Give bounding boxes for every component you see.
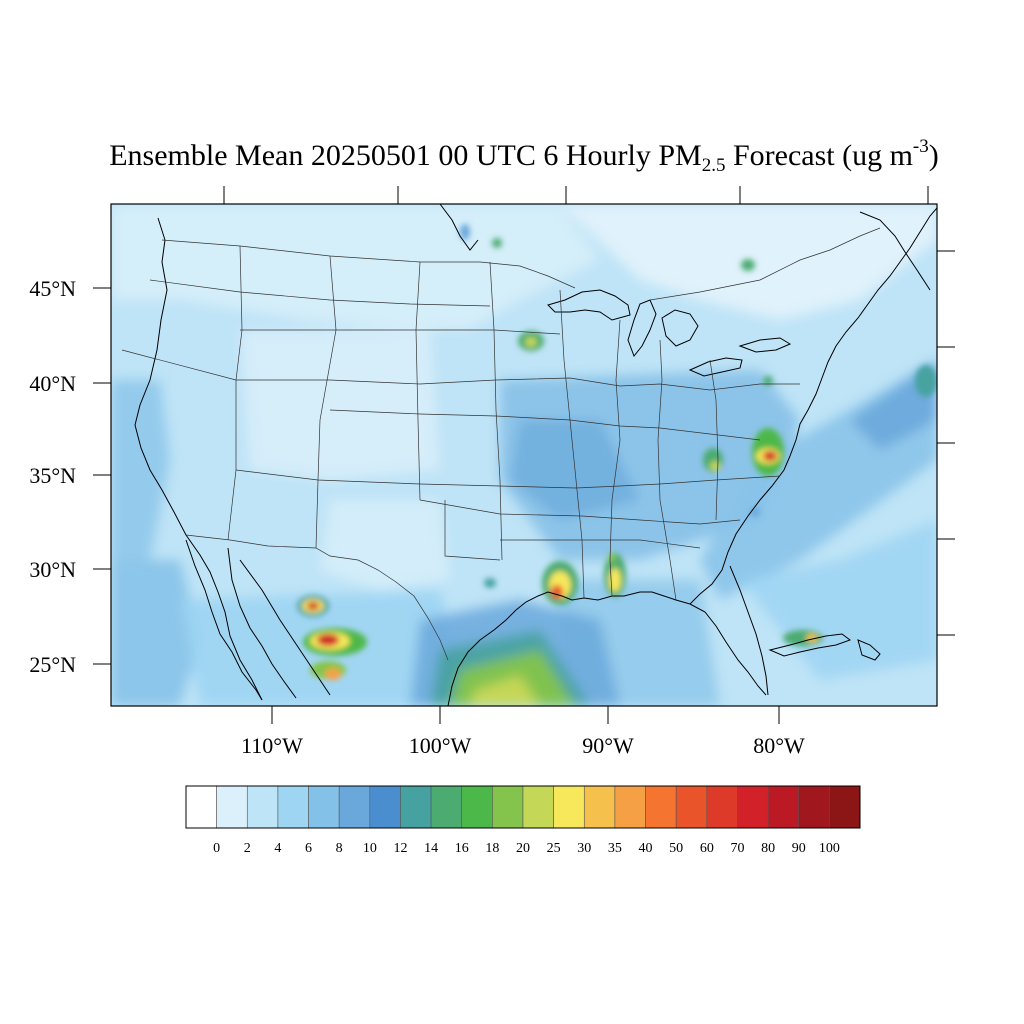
lon-label-110: 110°W	[241, 733, 303, 758]
longitude-labels: 110°W 100°W 90°W 80°W	[241, 733, 805, 758]
colorbar-tick-label: 40	[639, 841, 653, 856]
concentration-field	[111, 204, 937, 706]
colorbar-frame	[185, 785, 861, 829]
lat-label-40: 40°N	[29, 371, 76, 396]
colorbar-swatch	[675, 785, 708, 829]
colorbar	[185, 785, 861, 829]
colorbar-tick-label: 35	[608, 841, 622, 856]
lat-label-35: 35°N	[29, 463, 76, 488]
colorbar-swatch	[767, 785, 800, 829]
colorbar-swatch	[216, 785, 248, 829]
lon-label-100: 100°W	[409, 733, 472, 758]
bottom-ticks	[271, 706, 780, 724]
colorbar-swatch	[553, 785, 585, 829]
lon-label-90: 90°W	[582, 733, 634, 758]
map-frame	[110, 203, 938, 707]
latitude-labels: 45°N 40°N 35°N 30°N 25°N	[29, 276, 76, 677]
colorbar-swatch	[369, 785, 401, 829]
colorbar-swatch	[246, 785, 279, 829]
colorbar-swatch	[798, 785, 830, 829]
colorbar-swatch	[461, 785, 493, 829]
colorbar-tick-label: 4	[274, 841, 281, 856]
colorbar-tick-label: 25	[547, 841, 561, 856]
colorbar-tick-label: 16	[455, 841, 469, 856]
lat-label-45: 45°N	[29, 276, 76, 301]
colorbar-swatch	[492, 785, 524, 829]
top-ticks	[223, 186, 929, 204]
colorbar-tick-label: 2	[244, 841, 251, 856]
hotspots	[297, 224, 937, 680]
colorbar-tick-label: 70	[730, 841, 744, 856]
colorbar-swatch	[338, 785, 371, 829]
colorbar-swatch	[430, 785, 463, 829]
colorbar-swatch	[308, 785, 340, 829]
colorbar-tick-label: 80	[761, 841, 775, 856]
colorbar-tick-label: 6	[305, 841, 312, 856]
colorbar-tick-label: 10	[363, 841, 377, 856]
map-title: Ensemble Mean 20250501 00 UTC 6 Hourly P…	[109, 136, 939, 176]
colorbar-tick-label: 12	[393, 841, 407, 856]
colorbar-swatch	[400, 785, 432, 829]
colorbar-swatch	[185, 785, 217, 829]
colorbar-tick-label: 60	[700, 841, 714, 856]
map-plot-area	[111, 204, 937, 706]
colorbar-tick-label: 0	[213, 841, 220, 856]
colorbar-swatch	[583, 785, 616, 829]
colorbar-tick-label: 30	[577, 841, 591, 856]
colorbar-tick-label: 100	[819, 841, 840, 856]
lon-label-80: 80°W	[753, 733, 805, 758]
colorbar-swatch	[522, 785, 554, 829]
coastlines	[134, 204, 937, 706]
colorbar-tick-label: 50	[669, 841, 683, 856]
lat-label-30: 30°N	[29, 557, 76, 582]
colorbar-tick-label: 8	[336, 841, 343, 856]
lat-label-25: 25°N	[29, 652, 76, 677]
colorbar-tick-label: 20	[516, 841, 530, 856]
colorbar-swatch	[706, 785, 738, 829]
colorbar-swatch	[829, 785, 861, 829]
colorbar-labels: 0 2 4 6 8 10 12 14 16 18 20 25 30 35 40 50 60 70 80 90 100	[213, 841, 840, 856]
right-ticks	[937, 250, 955, 636]
colorbar-swatch	[614, 785, 646, 829]
colorbar-tick-label: 18	[485, 841, 499, 856]
left-ticks	[93, 287, 111, 665]
colorbar-swatch	[645, 785, 677, 829]
colorbar-tick-label: 14	[424, 841, 438, 856]
colorbar-swatch	[737, 785, 769, 829]
state-borders	[121, 227, 881, 661]
colorbar-tick-label: 90	[792, 841, 806, 856]
colorbar-swatch	[277, 785, 309, 829]
